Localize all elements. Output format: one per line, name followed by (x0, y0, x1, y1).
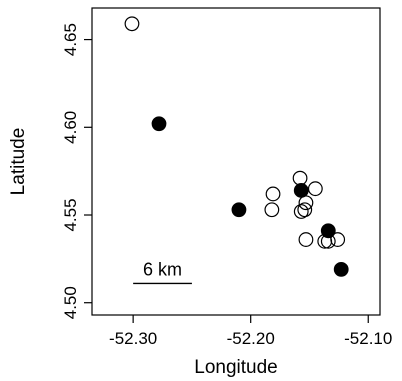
y-tick-label: 4.65 (61, 23, 80, 56)
open-point (297, 202, 313, 218)
open-point (265, 186, 281, 202)
open-point (298, 232, 314, 247)
x-tick-label: -52.30 (109, 329, 157, 348)
axes: -52.30 -52.20 -52.10 4.50 4.55 4.60 4.65 (61, 7, 392, 348)
y-axis-title: Latitude (8, 128, 29, 196)
filled-point (320, 223, 336, 239)
y-tick-label: 4.55 (61, 198, 80, 231)
plot-frame (91, 7, 381, 316)
open-point (292, 170, 308, 186)
x-tick-label: -52.20 (227, 329, 275, 348)
open-point (124, 16, 140, 32)
filled-point (151, 116, 167, 132)
y-tick-label: 4.60 (61, 111, 80, 144)
filled-point (293, 183, 309, 198)
x-tick-label: -52.10 (344, 329, 392, 348)
scale-bar-label: 6 km (143, 259, 182, 279)
open-point (264, 202, 280, 218)
data-points (124, 16, 349, 277)
filled-point (333, 261, 349, 277)
open-point (293, 204, 309, 219)
filled-point (231, 202, 247, 218)
open-point (307, 181, 323, 197)
x-axis-title: Longitude (194, 357, 277, 378)
y-tick-label: 4.50 (61, 286, 80, 319)
scale-bar: 6 km (133, 259, 192, 285)
open-point (330, 232, 346, 247)
